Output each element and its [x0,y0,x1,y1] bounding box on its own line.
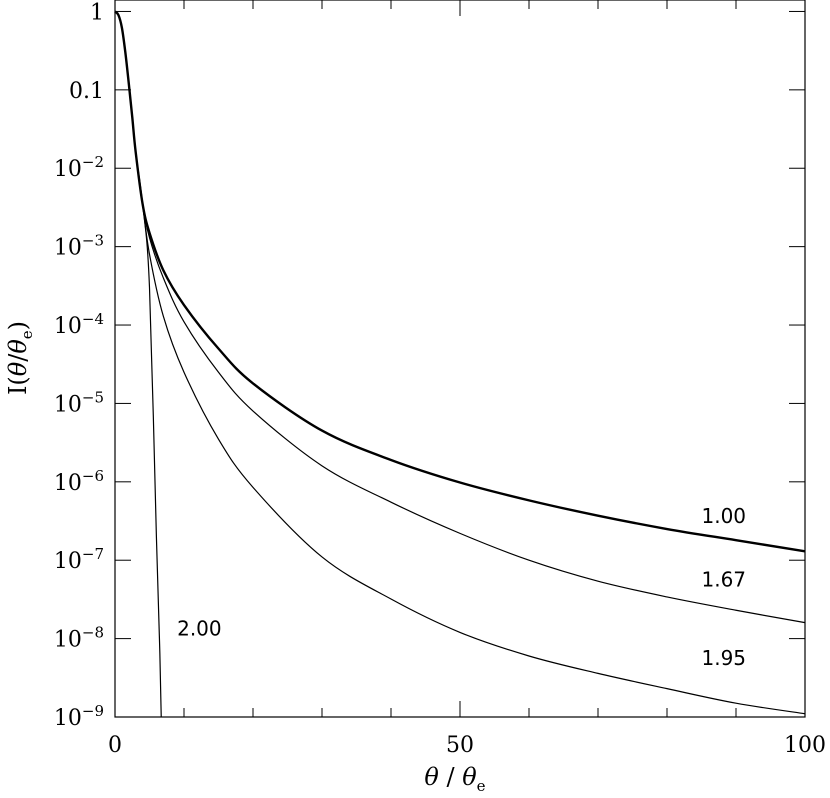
series-label-0: 1.00 [702,504,747,528]
series-label-1: 1.67 [702,568,747,592]
y-tick-label: 10−2 [54,153,104,182]
y-tick-label: 10−9 [54,702,104,731]
series-line-2 [114,10,806,715]
series-line-0 [114,10,806,553]
y-tick-label: 10−5 [54,388,104,417]
plot-frame [114,0,806,718]
ticks [114,0,806,718]
y-tick-label: 10−3 [54,232,104,261]
y-tick-label: 10−8 [54,624,104,653]
x-axis-label: θ / θe [424,763,485,795]
series-group [114,10,806,718]
series-label-3: 2.00 [177,616,222,640]
y-tick-label: 10−7 [54,545,104,574]
y-tick-label: 10−6 [54,467,104,496]
x-tick-label: 100 [784,733,826,758]
curve-labels: 1.00 1.67 1.95 2.00 [177,504,746,670]
tick-labels: 0 50 100 1 0.1 10−2 10−3 10−4 10−5 10−6 10−7 10−8 10… [54,0,826,758]
series-line-1 [114,10,806,624]
x-tick-label: 0 [108,733,122,758]
series-label-2: 1.95 [702,646,747,670]
series-line-3 [114,10,162,718]
y-tick-label: 10−4 [54,310,104,339]
x-tick-label: 50 [446,733,474,758]
y-tick-label: 0.1 [69,79,104,104]
y-axis-label: I(θ/θe) [4,321,36,395]
y-tick-label: 1 [90,0,104,25]
